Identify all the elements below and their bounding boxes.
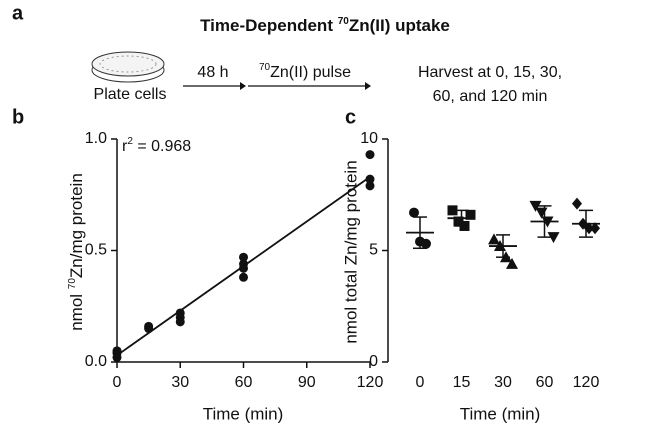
title-part: Zn(II) uptake bbox=[349, 16, 450, 35]
point bbox=[453, 216, 464, 227]
x-tick-label: 60 bbox=[235, 374, 253, 391]
y-tick-label: 1.0 bbox=[85, 130, 107, 147]
dish bbox=[91, 51, 165, 83]
point bbox=[239, 252, 248, 262]
title-part: Time-Dependent bbox=[200, 16, 338, 35]
x-tick-label: 90 bbox=[298, 374, 316, 391]
y-tick-label: 5 bbox=[369, 242, 378, 259]
y-tick-label: 10 bbox=[360, 130, 378, 147]
point bbox=[365, 181, 375, 191]
x-tick-label: 120 bbox=[573, 374, 600, 391]
title-sup: 70 bbox=[338, 16, 350, 27]
step-label: Plate cells bbox=[94, 86, 167, 103]
x-tick-label: 120 bbox=[357, 374, 384, 391]
y-axis-label: nmol total Zn/mg protein bbox=[341, 160, 360, 343]
point bbox=[465, 209, 476, 220]
x-tick-label: 15 bbox=[453, 374, 471, 391]
panel-label: a bbox=[12, 2, 24, 24]
text: Zn(II) pulse bbox=[270, 64, 351, 81]
arrow-head bbox=[365, 82, 371, 90]
point bbox=[447, 205, 458, 216]
point bbox=[144, 324, 154, 334]
point bbox=[494, 240, 506, 252]
point bbox=[459, 220, 470, 231]
y-axis-label: nmol 70Zn/mg protein bbox=[67, 173, 87, 331]
sup: 70 bbox=[67, 278, 78, 290]
step-label: 60, and 120 min bbox=[433, 88, 548, 105]
point bbox=[112, 353, 122, 363]
step-label: Harvest at 0, 15, 30, bbox=[418, 64, 562, 81]
point bbox=[488, 233, 500, 245]
point bbox=[590, 222, 600, 235]
x-axis-label: Time (min) bbox=[460, 404, 541, 423]
point bbox=[572, 197, 582, 210]
x-tick-label: 0 bbox=[416, 374, 425, 391]
point bbox=[584, 222, 594, 235]
y-tick-label: 0.0 bbox=[85, 353, 107, 370]
point bbox=[421, 238, 431, 249]
point bbox=[175, 317, 185, 327]
point bbox=[365, 174, 375, 184]
panel-label: c bbox=[345, 106, 356, 128]
annotation: r2 = 0.968 bbox=[122, 136, 191, 156]
arrow-label: 48 h bbox=[197, 64, 228, 81]
text: Zn/mg protein bbox=[67, 173, 86, 278]
point bbox=[547, 232, 560, 244]
y-tick-label: 0.5 bbox=[85, 242, 107, 259]
point bbox=[506, 257, 518, 269]
text: nmol bbox=[67, 289, 86, 331]
y-tick-label: 0 bbox=[369, 353, 378, 370]
text: = 0.968 bbox=[133, 138, 191, 155]
point bbox=[500, 251, 512, 263]
arrow-label: 70Zn(II) pulse bbox=[259, 62, 351, 82]
x-axis-label: Time (min) bbox=[203, 404, 284, 423]
sup: 70 bbox=[259, 62, 271, 73]
arrow-head bbox=[240, 82, 246, 90]
x-tick-label: 0 bbox=[113, 374, 122, 391]
point bbox=[529, 200, 542, 212]
point bbox=[239, 263, 248, 273]
title: Time-Dependent 70Zn(II) uptake bbox=[200, 16, 450, 36]
sup: 2 bbox=[127, 136, 133, 147]
text: r bbox=[122, 138, 128, 155]
point bbox=[239, 272, 248, 282]
x-tick-label: 30 bbox=[171, 374, 189, 391]
x-tick-label: 30 bbox=[494, 374, 512, 391]
x-tick-label: 60 bbox=[536, 374, 554, 391]
point bbox=[409, 207, 419, 218]
point bbox=[365, 150, 375, 160]
panel-label: b bbox=[12, 106, 24, 128]
point bbox=[535, 207, 548, 219]
point bbox=[541, 216, 554, 228]
